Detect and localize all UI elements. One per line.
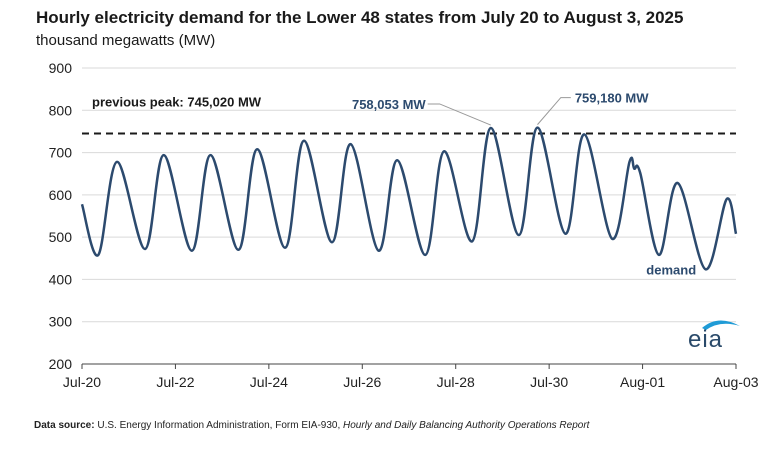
data-source-report: Hourly and Daily Balancing Authority Ope…	[343, 420, 590, 431]
demand-series-label: demand	[646, 262, 696, 277]
x-tick-label: Jul-28	[437, 374, 475, 390]
peak-2-leader-line	[537, 97, 571, 125]
y-tick-label: 900	[49, 60, 73, 76]
x-tick-label: Aug-03	[713, 374, 758, 390]
eia-logo-text: eia	[688, 326, 724, 353]
y-tick-label: 800	[49, 102, 73, 118]
y-tick-label: 500	[49, 229, 73, 245]
y-tick-label: 400	[49, 271, 73, 287]
x-tick-label: Jul-20	[63, 374, 101, 390]
y-tick-label: 700	[49, 145, 73, 161]
x-tick-label: Jul-22	[156, 374, 194, 390]
previous-peak-label: previous peak: 745,020 MW	[92, 95, 262, 110]
data-source-text: U.S. Energy Information Administration, …	[94, 420, 344, 431]
y-tick-label: 600	[49, 187, 73, 203]
chart-subtitle: thousand megawatts (MW)	[36, 32, 216, 49]
peak-2-label: 759,180 MW	[575, 91, 649, 106]
eia-logo: eia	[688, 316, 742, 356]
demand-series-line	[80, 126, 738, 271]
peak-1-label: 758,053 MW	[352, 97, 426, 112]
x-tick-label: Jul-26	[343, 374, 381, 390]
peak-1-leader-line	[427, 103, 491, 126]
data-source-note: Data source: U.S. Energy Information Adm…	[34, 420, 589, 431]
chart-title: Hourly electricity demand for the Lower …	[36, 8, 684, 27]
data-source-label: Data source:	[34, 420, 95, 431]
y-tick-label: 200	[49, 356, 73, 372]
x-tick-label: Aug-01	[620, 374, 665, 390]
x-tick-label: Jul-24	[250, 374, 288, 390]
y-tick-label: 300	[49, 314, 73, 330]
x-tick-label: Jul-30	[530, 374, 568, 390]
eia-swoosh-icon	[702, 320, 740, 330]
